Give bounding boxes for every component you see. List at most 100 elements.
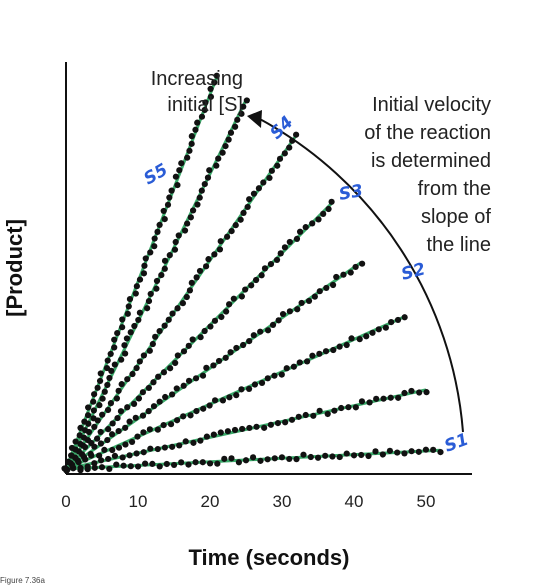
data-point — [140, 352, 147, 359]
data-point — [144, 305, 151, 312]
velocity-note-line-6: the line — [427, 234, 492, 256]
data-point — [322, 452, 329, 459]
data-point — [124, 404, 131, 411]
data-point — [231, 426, 239, 434]
data-point — [178, 459, 185, 466]
data-point — [181, 227, 189, 234]
data-point — [328, 198, 335, 205]
data-point — [294, 306, 301, 313]
data-point — [211, 79, 218, 86]
data-point — [366, 399, 373, 406]
x-tick-label: 0 — [61, 492, 70, 511]
data-point — [222, 354, 229, 361]
data-point — [119, 454, 126, 461]
data-point — [106, 374, 113, 382]
data-point — [215, 357, 223, 365]
data-point — [190, 439, 197, 446]
data-point — [107, 350, 114, 358]
data-point — [84, 412, 92, 419]
data-point — [122, 424, 129, 431]
data-point — [225, 136, 232, 143]
data-point — [164, 201, 172, 208]
data-point — [347, 269, 354, 276]
data-point — [119, 324, 126, 331]
data-point — [309, 352, 316, 359]
data-point — [274, 162, 281, 169]
data-point — [278, 454, 286, 461]
data-point — [197, 437, 204, 444]
data-point — [115, 444, 123, 451]
data-point — [264, 375, 271, 382]
data-point — [251, 381, 259, 388]
x-tick-label: 40 — [345, 492, 364, 511]
data-point — [373, 395, 380, 402]
data-point — [307, 453, 314, 461]
data-point — [114, 329, 121, 337]
data-point — [194, 201, 201, 208]
data-point — [408, 387, 415, 395]
data-point — [359, 260, 366, 267]
data-point — [316, 288, 323, 295]
data-point — [238, 293, 245, 300]
data-point — [153, 285, 160, 292]
data-point — [269, 321, 277, 328]
data-point — [147, 290, 154, 298]
data-point — [91, 460, 98, 467]
data-point — [401, 314, 408, 321]
data-point — [345, 404, 352, 411]
data-point — [211, 397, 219, 404]
data-point — [211, 317, 219, 324]
data-point — [133, 364, 140, 372]
data-point — [128, 438, 136, 446]
data-point — [65, 459, 72, 466]
data-point — [185, 342, 192, 349]
data-point — [77, 440, 84, 448]
data-point — [167, 365, 174, 372]
data-point — [184, 220, 191, 227]
handwritten-label-s3: S3 — [337, 181, 364, 205]
data-point — [264, 327, 272, 334]
data-point — [423, 389, 430, 396]
velocity-note-line-4: from the — [418, 178, 491, 200]
data-point — [169, 443, 176, 450]
data-point — [161, 265, 168, 272]
x-tick-label: 20 — [201, 492, 220, 511]
data-point — [187, 214, 194, 221]
data-point — [356, 336, 363, 343]
data-point — [97, 370, 104, 377]
data-point — [131, 322, 138, 330]
data-point — [109, 446, 116, 454]
data-point — [296, 359, 303, 366]
data-point — [314, 454, 322, 461]
data-point — [134, 463, 142, 470]
data-point — [94, 435, 101, 442]
data-point — [394, 449, 401, 456]
data-point — [111, 361, 118, 368]
data-point — [151, 235, 158, 242]
data-point — [97, 428, 104, 436]
data-point — [207, 85, 214, 93]
handwritten-label-s2: S2 — [399, 259, 427, 285]
data-point — [401, 389, 408, 397]
data-point — [219, 397, 227, 404]
data-point — [217, 429, 224, 436]
increasing-label-line-1: Increasing — [151, 68, 243, 90]
data-point — [77, 464, 84, 472]
data-point — [135, 395, 143, 402]
data-point — [293, 131, 300, 138]
y-axis-title: [Product] — [2, 219, 27, 317]
data-point — [232, 123, 239, 130]
fit-line — [65, 388, 427, 471]
data-point — [140, 270, 148, 277]
data-point — [103, 364, 111, 372]
velocity-note-line-5: slope of — [421, 206, 491, 228]
data-point — [246, 424, 253, 432]
data-point — [172, 238, 179, 246]
data-point — [293, 456, 300, 463]
x-tick-label: 50 — [417, 492, 436, 511]
data-point — [129, 370, 136, 378]
data-point — [244, 203, 251, 211]
data-point — [193, 274, 200, 281]
data-point — [113, 395, 120, 402]
data-point — [246, 196, 253, 203]
